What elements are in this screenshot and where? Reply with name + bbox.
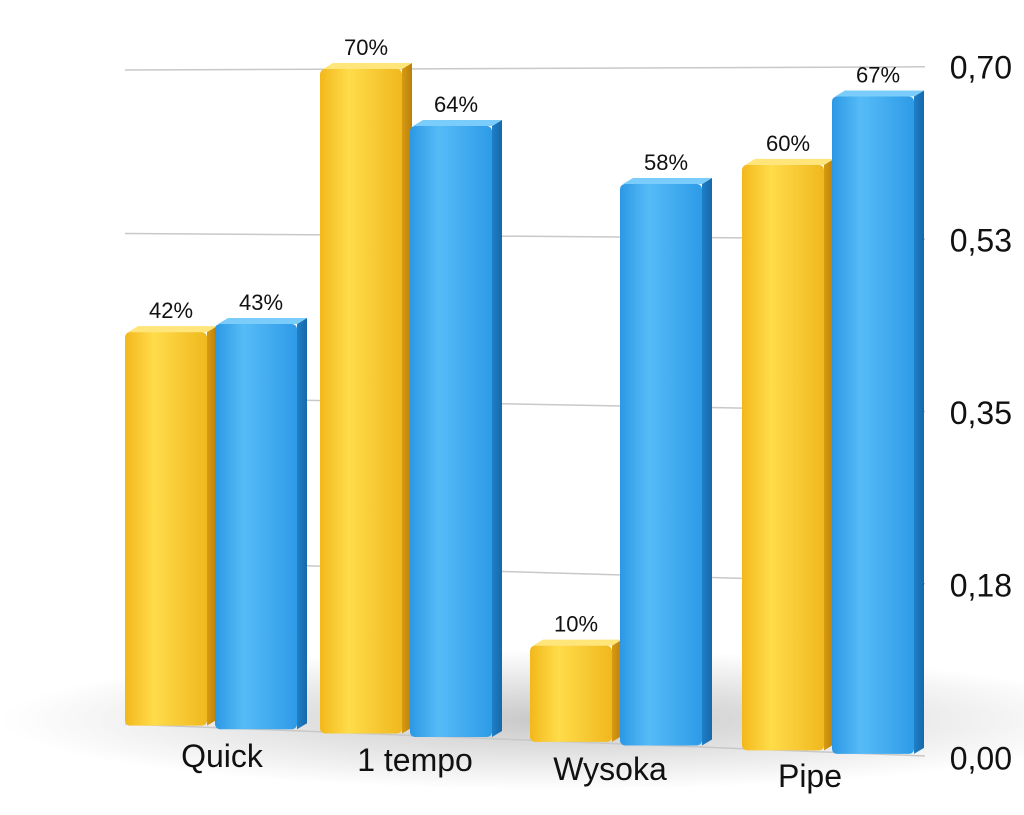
bar-front — [620, 184, 702, 746]
y-tick-label: 0,35 — [950, 395, 1012, 431]
category-label: 1 tempo — [357, 742, 473, 778]
x-axis-labels: Quick 1 tempo Wysoka Pipe — [181, 738, 842, 794]
bar-side — [207, 326, 217, 726]
bar-top — [128, 326, 217, 333]
bar-side — [297, 317, 307, 730]
bar-side — [612, 639, 622, 742]
bar-front — [530, 645, 612, 742]
bar-2-0: 10% — [530, 612, 622, 742]
bar-1-0: 70% — [320, 35, 412, 734]
data-label: 10% — [554, 612, 598, 637]
data-label: 67% — [856, 62, 900, 87]
bar-3-0: 60% — [742, 131, 834, 751]
bars: 42% 43% 70% 64% 10% 58% 60% 67% — [125, 35, 924, 754]
data-label: 64% — [434, 92, 478, 117]
bar-0-0: 42% — [125, 298, 217, 726]
bar-front — [410, 125, 492, 738]
bar-side — [914, 90, 924, 754]
category-label: Pipe — [778, 758, 842, 794]
bar-top — [623, 178, 712, 185]
data-label: 43% — [239, 290, 283, 315]
bar-top — [745, 158, 834, 165]
data-label: 42% — [149, 298, 193, 323]
bar-side — [402, 63, 412, 734]
bar-2-1: 58% — [620, 150, 712, 746]
category-label: Quick — [181, 738, 264, 774]
bar-top — [323, 63, 412, 70]
y-tick-label: 0,53 — [950, 222, 1012, 258]
grid-line — [124, 723, 926, 757]
y-axis-labels: 0,00 0,18 0,35 0,53 0,70 — [950, 50, 1012, 777]
bar-side — [824, 158, 834, 751]
bar-1-1: 64% — [410, 92, 502, 738]
grid-line — [124, 66, 926, 71]
bar-top — [218, 317, 307, 324]
bar-top — [835, 90, 924, 97]
bar-0-1: 43% — [215, 290, 307, 730]
bar-front — [832, 96, 914, 754]
bar-front — [320, 69, 402, 734]
bar-front — [215, 323, 297, 730]
data-label: 58% — [644, 150, 688, 175]
y-tick-label: 0,70 — [950, 50, 1012, 86]
data-label: 60% — [766, 131, 810, 156]
y-tick-label: 0,00 — [950, 740, 1012, 776]
data-label: 70% — [344, 35, 388, 60]
y-tick-label: 0,18 — [950, 568, 1012, 604]
bar-side — [492, 119, 502, 738]
category-label: Wysoka — [553, 751, 667, 787]
bar-3-1: 67% — [832, 62, 924, 754]
bar-front — [125, 332, 207, 726]
bar-side — [702, 178, 712, 746]
bar-front — [742, 164, 824, 751]
bar-top — [533, 639, 622, 646]
bar-top — [413, 119, 502, 126]
